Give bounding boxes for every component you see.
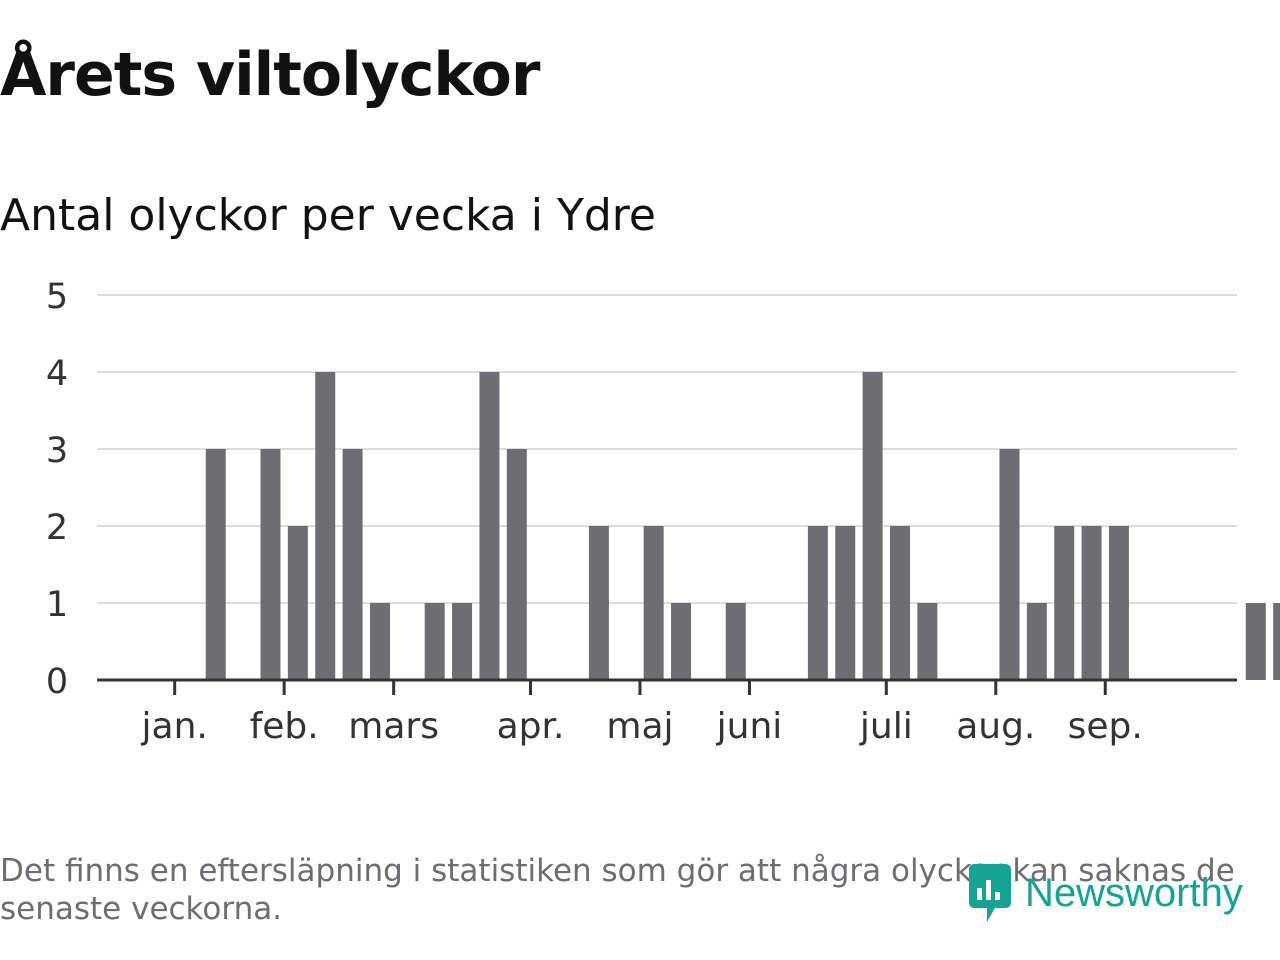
y-axis-ticks: 0 1 2 3 4 5 bbox=[46, 277, 68, 702]
x-tick-label: juni bbox=[716, 706, 783, 747]
y-tick-label: 4 bbox=[46, 354, 68, 394]
bar bbox=[643, 526, 664, 680]
bar bbox=[452, 603, 473, 680]
x-tick-label: maj bbox=[606, 706, 673, 747]
bar bbox=[588, 526, 609, 680]
bar bbox=[862, 372, 883, 680]
bar bbox=[205, 449, 226, 680]
newsworthy-logo-icon bbox=[969, 864, 1011, 922]
x-tick-label: apr. bbox=[497, 706, 565, 747]
bar bbox=[889, 526, 910, 680]
bar bbox=[807, 526, 828, 680]
x-tick-label: feb. bbox=[250, 706, 319, 747]
bar bbox=[1081, 526, 1102, 680]
bar bbox=[479, 372, 500, 680]
bar bbox=[917, 603, 938, 680]
bar bbox=[424, 603, 445, 680]
x-tick-label: jan. bbox=[141, 706, 208, 747]
bar bbox=[260, 449, 281, 680]
bar bbox=[671, 603, 692, 680]
bars bbox=[205, 372, 1280, 680]
newsworthy-logo: Newsworthy bbox=[965, 862, 1243, 924]
x-axis: jan. feb. mars apr. maj juni juli aug. sep. bbox=[97, 678, 1237, 747]
x-tick-label: sep. bbox=[1068, 706, 1143, 747]
bar bbox=[1054, 526, 1075, 680]
brand-name: Newsworthy bbox=[1025, 870, 1243, 915]
gridlines bbox=[97, 294, 1237, 604]
bar bbox=[999, 449, 1020, 680]
bar bbox=[1245, 603, 1266, 680]
bar bbox=[342, 449, 363, 680]
y-tick-label: 2 bbox=[46, 508, 68, 548]
bar bbox=[1108, 526, 1129, 680]
y-tick-label: 0 bbox=[46, 662, 68, 702]
x-tick-label: juli bbox=[859, 706, 913, 747]
y-tick-label: 5 bbox=[46, 277, 68, 317]
bar bbox=[287, 526, 308, 680]
bar bbox=[369, 603, 390, 680]
bar bbox=[835, 526, 856, 680]
bar bbox=[315, 372, 336, 680]
x-tick-label: aug. bbox=[956, 706, 1035, 747]
bar-chart: 0 1 2 3 4 5 jan. feb. mars apr. maj juni juli aug. se… bbox=[46, 277, 1280, 747]
bar bbox=[725, 603, 746, 680]
bar bbox=[506, 449, 527, 680]
y-tick-label: 3 bbox=[46, 431, 68, 471]
bar bbox=[1026, 603, 1047, 680]
y-tick-label: 1 bbox=[46, 585, 68, 625]
bar bbox=[1273, 603, 1280, 680]
chart-subtitle: Antal olyckor per vecka i Ydre bbox=[0, 190, 656, 241]
footnote: Det finns en eftersläpning i statistiken… bbox=[0, 853, 1235, 927]
x-tick-label: mars bbox=[348, 706, 439, 747]
chart-title: Årets viltolyckor bbox=[0, 40, 540, 110]
